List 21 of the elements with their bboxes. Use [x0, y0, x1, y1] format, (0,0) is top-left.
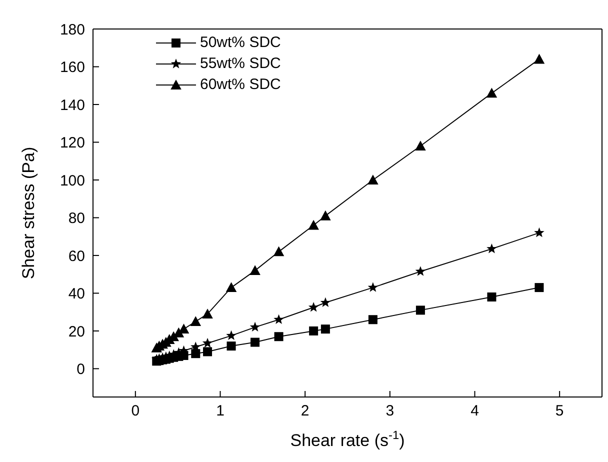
legend-label: 60wt% SDC	[200, 76, 281, 93]
x-axis-title: Shear rate (s$^{-1}$)	[290, 428, 405, 450]
x-tick-label: 1	[216, 402, 224, 420]
x-tick-label: 3	[386, 402, 394, 420]
y-tick-label: 140	[60, 96, 85, 114]
y-tick-label: 0	[76, 361, 85, 378]
legend-label: 55wt% SDC	[200, 55, 281, 72]
x-tick-label: 2	[300, 402, 310, 420]
y-tick-label: 80	[68, 210, 85, 228]
y-tick-label: 20	[68, 323, 85, 340]
y-tick-label: 120	[60, 134, 85, 152]
legend-label: 50wt% SDC	[200, 34, 281, 51]
y-tick-label: 60	[68, 248, 85, 265]
y-tick-label: 160	[60, 59, 85, 76]
x-tick-label: 4	[470, 402, 479, 420]
x-tick-label: 5	[555, 402, 564, 420]
y-tick-label: 180	[60, 21, 85, 38]
y-axis-title: Shear stress (Pa)	[19, 146, 38, 280]
y-tick-label: 100	[60, 172, 85, 190]
y-tick-label: 40	[68, 286, 85, 303]
x-tick-label: 0	[131, 402, 140, 420]
